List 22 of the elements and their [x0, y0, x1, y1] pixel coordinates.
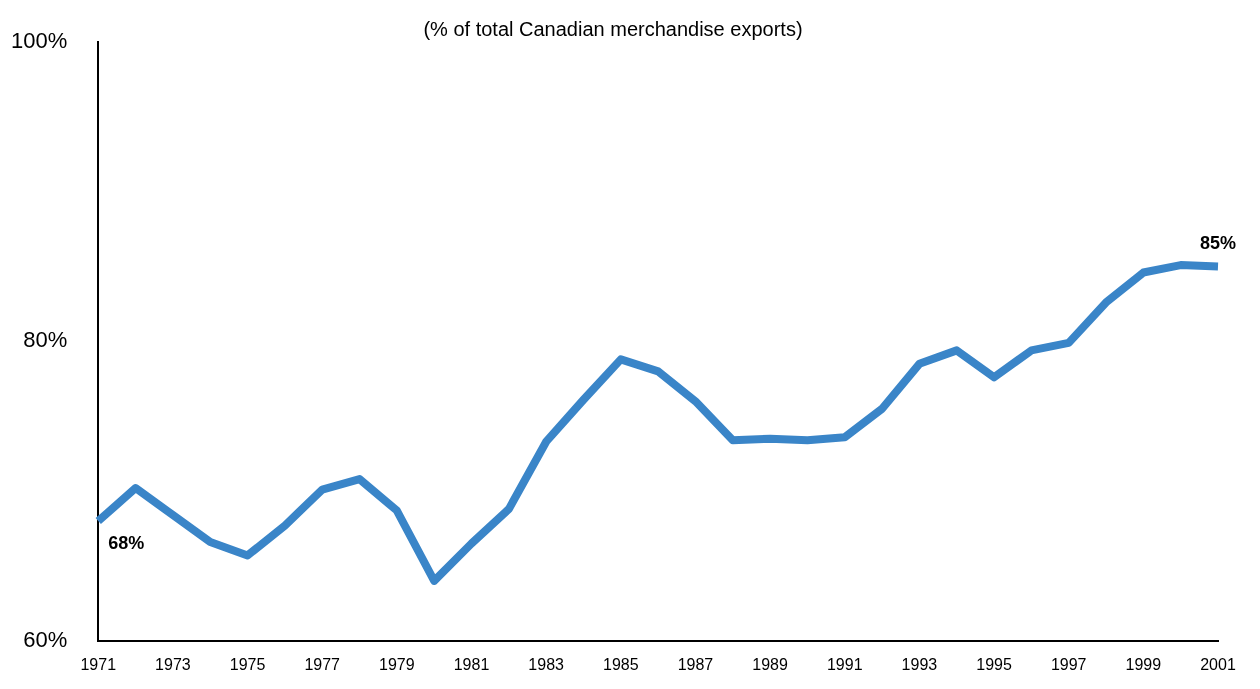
- x-tick-label: 1977: [304, 655, 341, 673]
- annotation: 68%: [108, 533, 145, 554]
- x-tick-label: 1975: [229, 655, 266, 673]
- x-tick-label: 1995: [976, 655, 1012, 673]
- x-tick-label: 1973: [155, 655, 191, 673]
- y-tick-label: 80%: [23, 327, 68, 353]
- x-tick-label: 2001: [1200, 655, 1236, 673]
- x-tick-label: 1987: [677, 655, 714, 673]
- x-tick-label: 1985: [603, 655, 639, 673]
- x-tick-label: 1989: [752, 655, 789, 673]
- y-tick-label: 100%: [10, 28, 68, 54]
- x-tick-label: 1991: [826, 655, 863, 673]
- x-tick-label: 1997: [1050, 655, 1087, 673]
- y-tick-label: 60%: [23, 626, 68, 652]
- x-tick-label: 1971: [80, 655, 117, 673]
- chart-subtitle: (% of total Canadian merchandise exports): [423, 17, 803, 40]
- x-tick-label: 1999: [1125, 655, 1162, 673]
- x-tick-label: 1983: [528, 655, 565, 673]
- x-tick-label: 1993: [901, 655, 938, 673]
- x-tick-label: 1979: [379, 655, 415, 673]
- x-tick-label: 1981: [453, 655, 490, 673]
- annotation: 85%: [1199, 232, 1237, 253]
